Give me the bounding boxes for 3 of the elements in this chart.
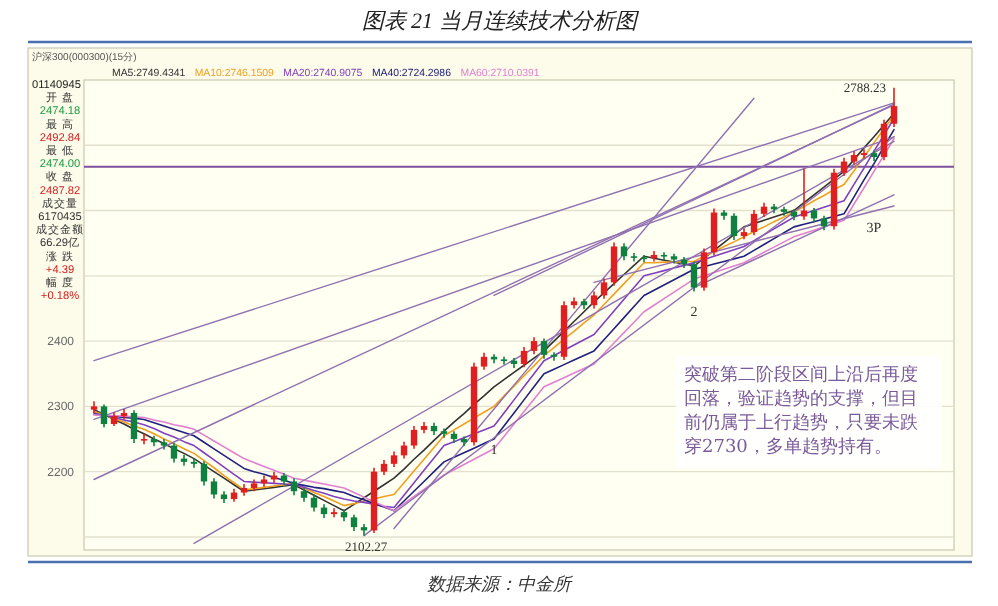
chart-title: 图表 21 当月连续技术分析图 bbox=[361, 8, 641, 34]
annotation: 突破第二阶段区间上沿后再度回落，验证趋势的支撑，但目前仍属于上行趋势，只要未跌穿2730，多单趋势持有。 bbox=[684, 364, 918, 458]
source-note: 数据来源：中金所 bbox=[427, 574, 575, 594]
